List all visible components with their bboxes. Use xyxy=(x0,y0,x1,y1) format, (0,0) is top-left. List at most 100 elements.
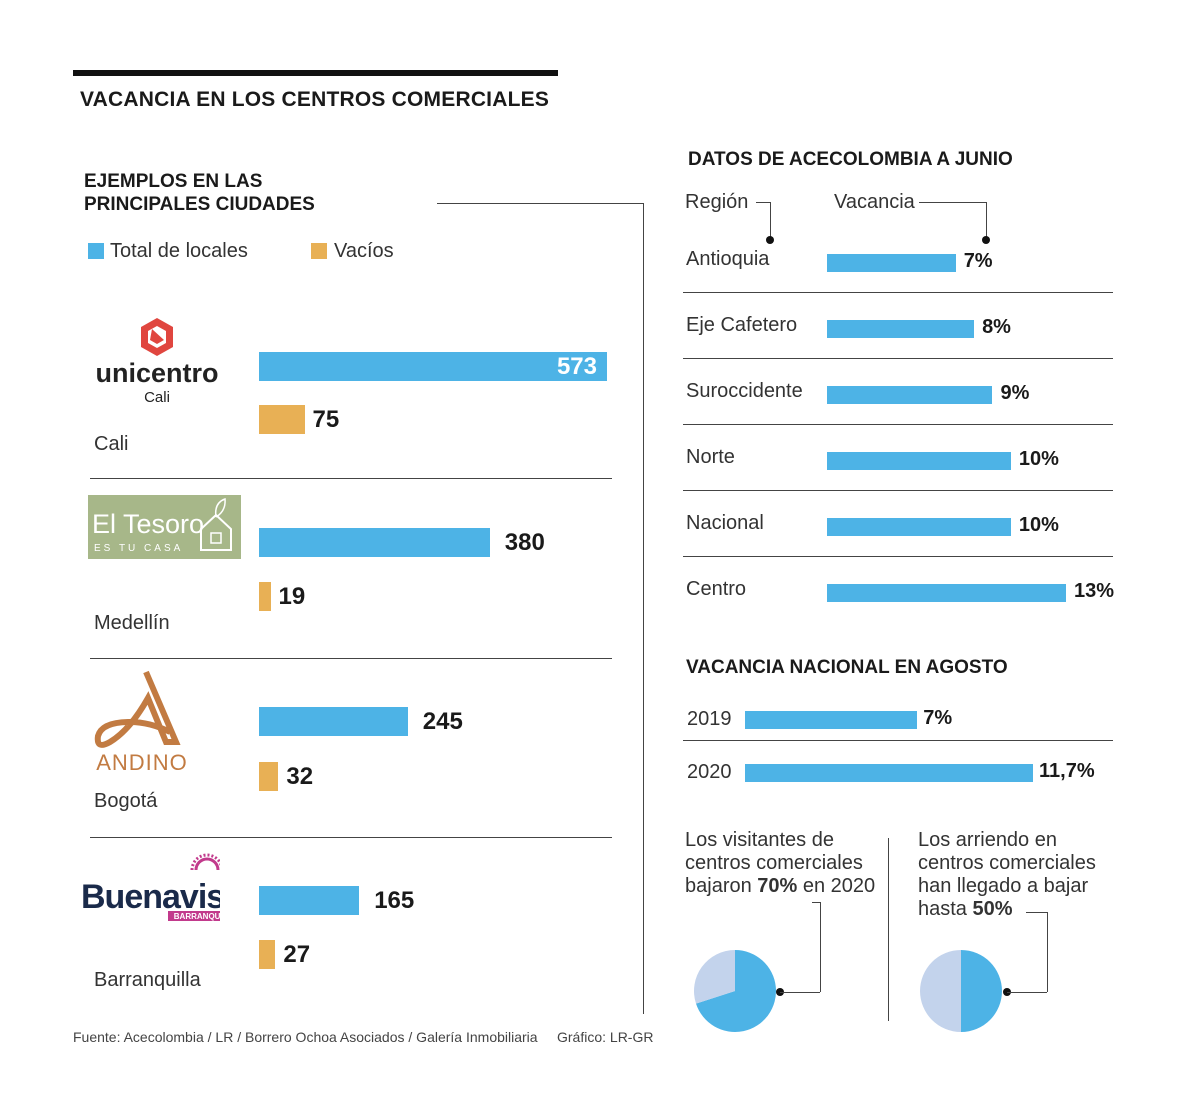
vacancia-column-header: Vacancia xyxy=(834,191,915,213)
region-bar-value: 9% xyxy=(1000,382,1030,404)
year-label: 2020 xyxy=(687,761,732,783)
rents-pie-leader xyxy=(1007,992,1047,993)
region-header-leader xyxy=(756,202,770,203)
region-bar-value: 10% xyxy=(1018,448,1059,470)
pie-slice-highlight xyxy=(696,950,776,1032)
region-separator xyxy=(683,358,1113,359)
vacios-bar-value: 19 xyxy=(278,583,306,610)
region-separator xyxy=(683,292,1113,293)
national-section-title: VACANCIA NACIONAL EN AGOSTO xyxy=(686,657,1008,678)
unicentro-logo-sub: Cali xyxy=(144,389,170,406)
graphic-credit: Gráfico: LR-GR xyxy=(557,1029,654,1045)
vacios-bar-value: 32 xyxy=(286,763,314,790)
total-bar xyxy=(259,707,408,736)
city-label-medellin: Medellín xyxy=(94,612,170,634)
city-separator xyxy=(90,837,612,838)
vacios-bar xyxy=(259,405,305,434)
buenavista-logo: Buenavista BARRANQUILLA xyxy=(80,852,255,924)
connector-line-h xyxy=(437,203,643,204)
page-title: VACANCIA EN LOS CENTROS COMERCIALES xyxy=(80,88,550,111)
total-bar xyxy=(259,528,490,557)
city-separator xyxy=(90,658,612,659)
cities-section-title-1: EJEMPLOS EN LAS xyxy=(84,171,263,192)
region-separator xyxy=(683,424,1113,425)
region-label: Eje Cafetero xyxy=(686,314,798,336)
region-separator xyxy=(683,556,1113,557)
andino-logo: ANDINO xyxy=(90,670,200,775)
city-label-barranquilla: Barranquilla xyxy=(94,969,201,991)
vacios-bar xyxy=(259,762,279,791)
buenavista-logo-sub: BARRANQUILLA xyxy=(174,912,220,921)
region-bar xyxy=(827,452,1011,470)
region-label: Nacional xyxy=(686,512,764,534)
vacios-bar xyxy=(259,940,276,969)
region-bar xyxy=(827,386,993,404)
unicentro-logo-name: unicentro xyxy=(95,358,218,388)
rents-note-text: Los arriendo en centros comerciales han … xyxy=(918,829,1096,920)
vacancia-header-dot xyxy=(982,236,990,244)
region-bar-value: 8% xyxy=(982,316,1011,338)
region-header-dot xyxy=(766,236,774,244)
vacios-bar-value: 75 xyxy=(312,406,340,433)
region-bar xyxy=(827,254,956,272)
rents-pie xyxy=(916,946,1006,1036)
pie-slice-highlight xyxy=(961,950,1002,1032)
year-bar-value: 7% xyxy=(923,707,953,729)
region-label: Centro xyxy=(686,578,747,600)
total-bar xyxy=(259,886,360,915)
region-label: Suroccidente xyxy=(686,380,803,402)
visitors-note-tail: en 2020 xyxy=(797,875,876,897)
year-bar xyxy=(745,711,918,729)
cities-section-title-2: PRINCIPALES CIUDADES xyxy=(84,194,315,215)
vacancia-header-leader xyxy=(986,202,987,238)
vacancia-header-leader xyxy=(919,202,986,203)
total-bar-value: 165 xyxy=(374,887,415,914)
connector-line-v xyxy=(643,203,644,1014)
region-bar xyxy=(827,584,1066,602)
year-bar xyxy=(745,764,1033,782)
legend-swatch-vacios xyxy=(311,243,327,259)
buenavista-logo-name: Buenavista xyxy=(81,878,220,916)
rents-note: Los arriendo en centros comerciales han … xyxy=(918,829,1118,921)
visitors-note-value: 70% xyxy=(757,875,798,897)
eltesoro-logo-sub: ES TU CASA xyxy=(94,543,183,554)
city-separator xyxy=(90,478,612,479)
legend-label-total: Total de locales xyxy=(110,240,248,262)
year-separator xyxy=(683,740,1113,741)
region-bar-value: 13% xyxy=(1074,580,1115,602)
region-bar-value: 10% xyxy=(1018,514,1059,536)
pie-slice-rest xyxy=(694,950,735,1004)
visitors-note: Los visitantes de centros comerciales ba… xyxy=(685,829,880,898)
legend-label-vacios: Vacíos xyxy=(334,240,394,262)
region-section-title: DATOS DE ACECOLOMBIA A JUNIO xyxy=(688,149,1013,170)
region-header-leader xyxy=(770,202,771,238)
source-note: Fuente: Acecolombia / LR / Borrero Ochoa… xyxy=(73,1029,538,1045)
city-label-bogota: Bogotá xyxy=(94,790,158,812)
unicentro-logo: unicentro Cali xyxy=(92,316,222,406)
eltesoro-logo-name: El Tesoro xyxy=(92,509,204,539)
legend-swatch-total xyxy=(88,243,104,259)
city-label-cali: Cali xyxy=(94,433,129,455)
year-label: 2019 xyxy=(687,708,732,730)
region-bar-value: 7% xyxy=(963,250,993,272)
rents-pie-leader xyxy=(1047,912,1048,992)
total-bar-value: 245 xyxy=(422,708,463,735)
notes-divider xyxy=(888,838,889,1021)
pie-slice-rest xyxy=(920,950,961,1032)
visitors-pie-leader xyxy=(780,992,820,993)
region-bar xyxy=(827,320,975,338)
year-bar-value: 11,7% xyxy=(1039,760,1095,782)
visitors-pie-leader xyxy=(820,902,821,992)
vacios-bar-value: 27 xyxy=(283,941,311,968)
region-label: Antioquia xyxy=(686,248,770,270)
andino-logo-name: ANDINO xyxy=(96,750,188,775)
vacios-bar xyxy=(259,582,271,611)
total-bar-value: 573 xyxy=(556,353,597,380)
visitors-pie-leader xyxy=(812,902,820,903)
visitors-pie xyxy=(690,946,780,1036)
total-bar xyxy=(259,352,607,381)
title-rule xyxy=(73,70,558,76)
visitors-note-text: Los visitantes de centros comerciales ba… xyxy=(685,829,863,897)
eltesoro-logo: El Tesoro ES TU CASA xyxy=(88,495,241,559)
total-bar-value: 380 xyxy=(504,529,545,556)
